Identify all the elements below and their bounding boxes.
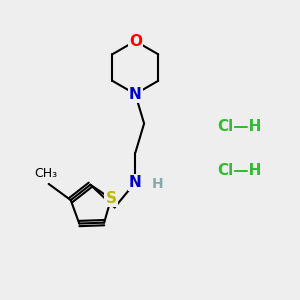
Text: S: S <box>106 191 116 206</box>
Text: N: N <box>129 175 142 190</box>
Text: O: O <box>129 34 142 49</box>
Text: CH₃: CH₃ <box>34 167 57 180</box>
Text: H: H <box>152 177 163 191</box>
Text: N: N <box>129 87 142 102</box>
Text: Cl—H: Cl—H <box>218 163 262 178</box>
Text: Cl—H: Cl—H <box>218 119 262 134</box>
